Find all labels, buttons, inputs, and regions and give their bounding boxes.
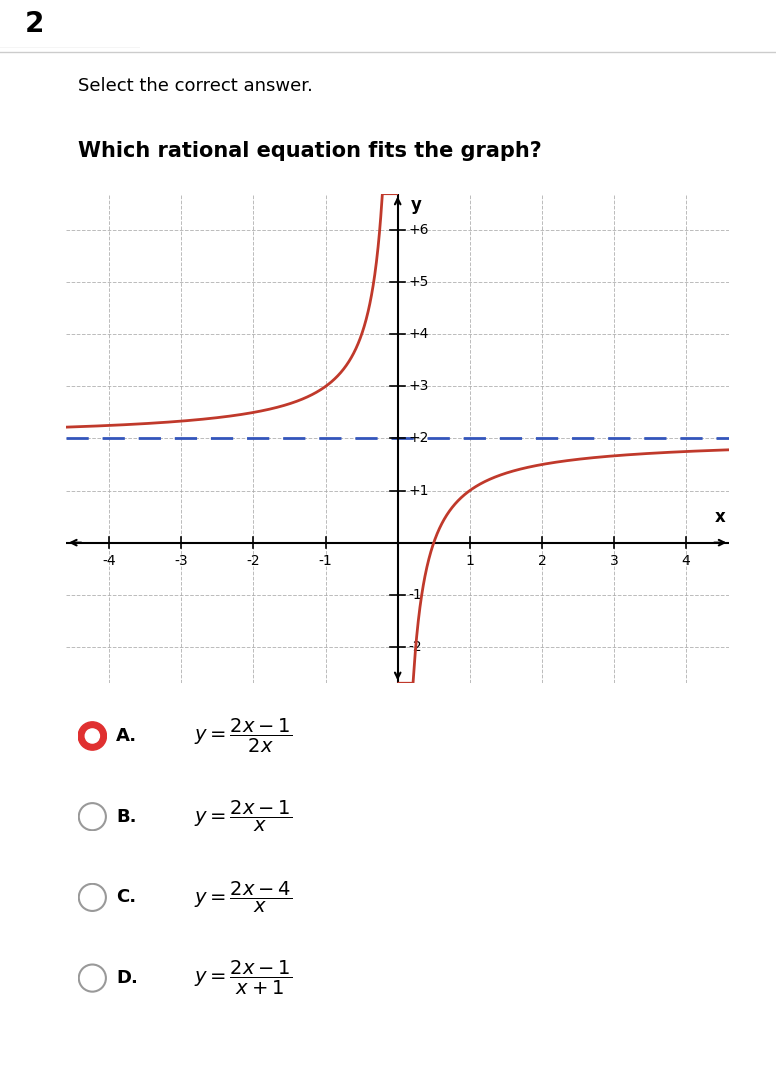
Text: +6: +6 [408, 223, 429, 237]
Text: 3: 3 [610, 554, 618, 568]
Text: $y = \dfrac{2x - 1}{2x}$: $y = \dfrac{2x - 1}{2x}$ [194, 717, 293, 755]
Text: Select the correct answer.: Select the correct answer. [78, 77, 313, 95]
Text: +4: +4 [408, 327, 429, 341]
Text: -2: -2 [408, 640, 422, 654]
Text: y: y [411, 196, 421, 214]
Text: $y = \dfrac{2x - 1}{x + 1}$: $y = \dfrac{2x - 1}{x + 1}$ [194, 959, 293, 997]
Text: D.: D. [116, 969, 138, 987]
Text: C.: C. [116, 889, 137, 906]
Text: -2: -2 [247, 554, 260, 568]
Text: -1: -1 [319, 554, 332, 568]
Text: $y = \dfrac{2x - 1}{x}$: $y = \dfrac{2x - 1}{x}$ [194, 799, 293, 834]
Text: 2: 2 [538, 554, 546, 568]
Text: +2: +2 [408, 431, 429, 445]
Text: 1: 1 [466, 554, 474, 568]
Text: +3: +3 [408, 380, 429, 394]
Text: x: x [715, 508, 726, 526]
Text: Which rational equation fits the graph?: Which rational equation fits the graph? [78, 141, 542, 160]
Circle shape [85, 728, 99, 744]
Circle shape [78, 722, 106, 750]
Text: 4: 4 [682, 554, 691, 568]
Text: 2: 2 [26, 10, 44, 39]
Text: +1: +1 [408, 483, 429, 497]
Text: A.: A. [116, 727, 137, 745]
Text: $y = \dfrac{2x - 4}{x}$: $y = \dfrac{2x - 4}{x}$ [194, 880, 293, 915]
Text: B.: B. [116, 808, 137, 825]
Text: -1: -1 [408, 587, 422, 601]
Text: -3: -3 [175, 554, 188, 568]
Text: -4: -4 [102, 554, 116, 568]
Text: +5: +5 [408, 275, 429, 289]
